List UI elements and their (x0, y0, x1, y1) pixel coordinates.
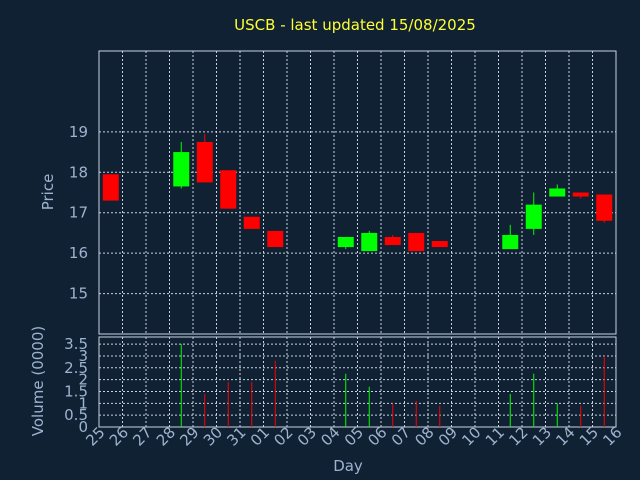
price-tick-label: 17 (69, 204, 88, 222)
candle-body (596, 195, 612, 221)
x-axis: 2526272829303101020304050607080910111213… (82, 423, 625, 449)
candle-body (432, 241, 448, 247)
volume-panel: 00.511.522.533.5 (64, 335, 616, 436)
candle-body (220, 170, 236, 208)
candle-body (361, 233, 377, 251)
price-axis-label: Price (39, 174, 57, 211)
candle-body (526, 205, 542, 229)
candle-body (267, 231, 283, 247)
price-tick-label: 16 (69, 244, 88, 262)
price-tick-label: 15 (69, 285, 88, 303)
candle-body (385, 237, 401, 245)
candle-body (408, 233, 424, 251)
price-panel: 15 16 17 18 19 (69, 51, 616, 334)
candle-body (197, 142, 213, 182)
candle-body (244, 217, 260, 229)
candle-body (338, 237, 354, 247)
candle-body (103, 174, 119, 200)
candle-body (549, 188, 565, 196)
chart-title: USCB - last updated 15/08/2025 (234, 16, 476, 34)
candle-body (173, 152, 189, 186)
candle-body (573, 193, 589, 197)
x-axis-label: Day (333, 457, 363, 475)
volume-tick-label: 3.5 (64, 335, 88, 353)
price-tick-label: 18 (69, 163, 88, 181)
price-tick-label: 19 (69, 123, 88, 141)
volume-axis-label: Volume (0000) (29, 326, 47, 436)
candle-body (502, 235, 518, 249)
